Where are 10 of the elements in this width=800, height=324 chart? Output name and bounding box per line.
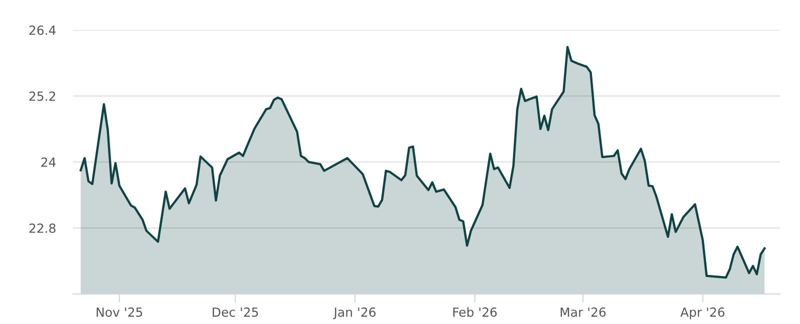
x-tick-label: Apr '26 [680, 307, 724, 320]
y-tick-label: 26.4 [29, 25, 56, 35]
x-tick-label: Mar '26 [560, 307, 606, 317]
y-tick-label: 24 [41, 157, 56, 167]
x-tick-label: Feb '26 [453, 307, 497, 317]
x-tick-label: Jan '26 [333, 307, 376, 320]
x-tick-label: Dec '25 [212, 307, 258, 317]
y-tick-label: 22.8 [29, 223, 56, 233]
y-tick-label: 25.2 [29, 91, 56, 101]
x-tick-label: Nov '25 [96, 307, 142, 317]
